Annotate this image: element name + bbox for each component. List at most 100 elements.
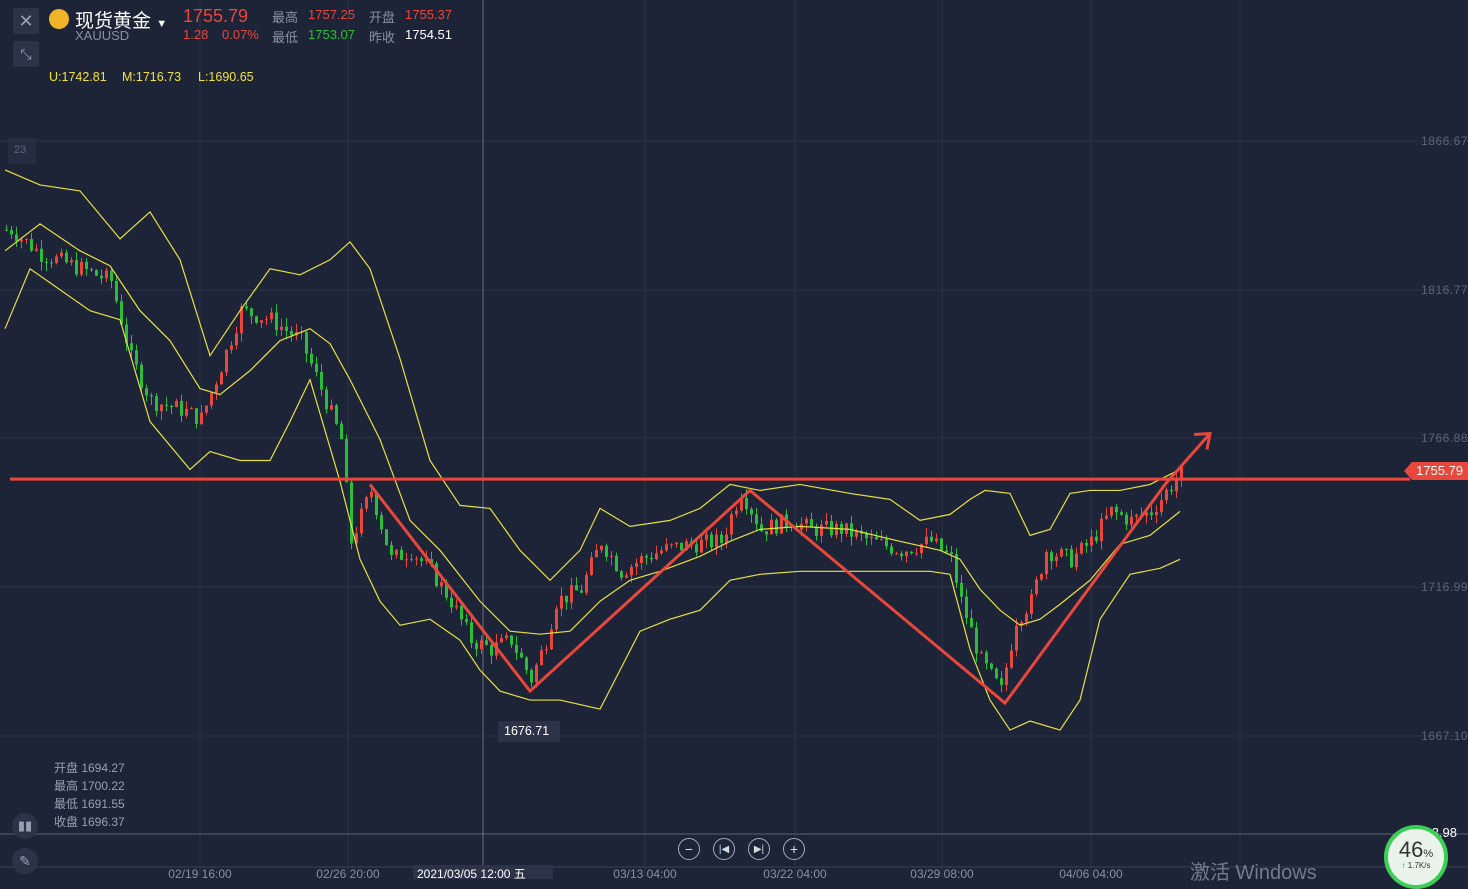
candle-body <box>630 566 633 576</box>
candle-body <box>375 491 378 516</box>
candle-body <box>1065 548 1068 550</box>
x-tick: 02/19 16:00 <box>168 867 232 881</box>
candle-body <box>865 533 868 539</box>
candle-body <box>1175 479 1178 492</box>
candle-body <box>350 482 353 544</box>
candle-body <box>430 559 433 564</box>
collapse-button[interactable]: ⤡ <box>13 41 39 67</box>
change-value: 1.28 <box>183 27 209 42</box>
jump-start-button[interactable]: |◀ <box>713 838 735 860</box>
candle-body <box>95 270 98 276</box>
boll-upper: U:1742.81 <box>49 70 107 84</box>
candle-body <box>5 229 8 231</box>
bollinger-lower-line <box>4 267 1181 731</box>
candle-body <box>200 412 203 424</box>
candle-body <box>1110 506 1113 516</box>
candle-body <box>465 619 468 623</box>
candle-body <box>805 519 808 524</box>
candle-body <box>470 622 473 644</box>
candle-body <box>955 554 958 583</box>
candle-body <box>645 556 648 558</box>
candle-body <box>360 508 363 534</box>
candle-body <box>10 230 13 235</box>
candle-body <box>620 571 623 578</box>
candle-body <box>435 563 438 587</box>
network-speed-widget[interactable]: 46% ↑ 1.7K/s <box>1384 825 1448 889</box>
candle-body <box>60 252 63 257</box>
candle-body <box>475 643 478 650</box>
indicator-button[interactable]: ▮▮ <box>12 813 38 839</box>
candle-body <box>655 553 658 560</box>
zoom-out-button[interactable]: − <box>678 838 700 860</box>
close-button[interactable]: ✕ <box>13 8 39 34</box>
x-tick: 04/06 04:00 <box>1059 867 1123 881</box>
candle-body <box>105 270 108 279</box>
candle-body <box>90 268 93 271</box>
hover-low: 最低 1691.55 <box>54 797 125 811</box>
candle-body <box>705 534 708 540</box>
candle-body <box>765 531 768 535</box>
corner-label: 23 <box>8 138 36 164</box>
hover-high: 最高 1700.22 <box>54 779 125 793</box>
candle-body <box>735 510 738 515</box>
jump-end-button[interactable]: ▶| <box>748 838 770 860</box>
candle-body <box>425 559 428 561</box>
candle-body <box>710 534 713 548</box>
candle-body <box>1060 548 1063 557</box>
candle-body <box>640 556 643 564</box>
x-tick: 03/29 08:00 <box>910 867 974 881</box>
low-value: 1753.07 <box>308 27 355 42</box>
candle-body <box>660 550 663 554</box>
candle-body <box>65 252 68 263</box>
candle-body <box>215 384 218 393</box>
x-tick: 03/13 04:00 <box>613 867 677 881</box>
candle-body <box>155 396 158 411</box>
bollinger-middle-line <box>4 223 1181 635</box>
candle-body <box>755 514 758 525</box>
candle-body <box>580 590 583 593</box>
candle-body <box>935 538 938 542</box>
candle-body <box>405 559 408 561</box>
high-label: 最高 <box>272 10 299 25</box>
instrument-name[interactable]: 现货黄金 ▼ <box>75 6 167 33</box>
windows-watermark: 激活 Windows <box>1190 862 1317 884</box>
candle-body <box>240 306 243 334</box>
candle-body <box>255 316 258 323</box>
prev-close-value: 1754.51 <box>405 27 452 42</box>
candle-body <box>185 408 188 416</box>
candle-body <box>730 514 733 535</box>
draw-button[interactable]: ✎ <box>12 848 38 874</box>
candle-body <box>390 545 393 555</box>
candle-body <box>680 542 683 551</box>
candle-body <box>940 538 943 551</box>
zoom-in-button[interactable]: + <box>783 838 805 860</box>
candle-body <box>920 544 923 554</box>
candle-body <box>1180 464 1183 480</box>
candle-body <box>1105 515 1108 519</box>
candle-body <box>900 553 903 557</box>
candle-body <box>380 515 383 530</box>
candle-body <box>905 551 908 557</box>
candle-body <box>1040 574 1043 580</box>
candle-body <box>525 657 528 671</box>
candle-body <box>135 350 138 365</box>
gold-icon <box>49 9 69 29</box>
candle-body <box>455 605 458 608</box>
candle-body <box>720 534 723 543</box>
candle-body <box>445 582 448 598</box>
y-tick: 1766.88 <box>1421 431 1468 445</box>
last-price: 1755.79 <box>183 6 249 26</box>
candle-body <box>550 629 553 650</box>
candle-body <box>635 563 638 567</box>
boll-middle: M:1716.73 <box>122 70 182 84</box>
candle-body <box>530 670 533 683</box>
candle-body <box>70 260 73 263</box>
candle-body <box>80 261 83 275</box>
candle-body <box>990 663 993 669</box>
candle-body <box>145 388 148 396</box>
y-tick: 1667.10 <box>1421 729 1468 743</box>
candle-body <box>50 262 53 264</box>
candle-body <box>1135 514 1138 517</box>
dropdown-caret-icon: ▼ <box>156 18 168 30</box>
